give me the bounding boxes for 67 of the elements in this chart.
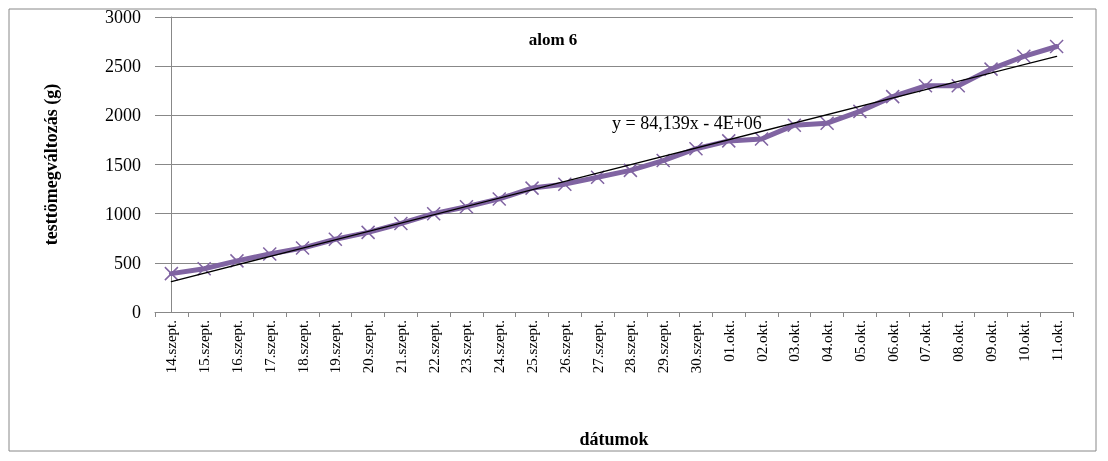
point	[459, 199, 474, 215]
annotation: y = 84,139x - 4E+06	[612, 113, 762, 133]
x-tick-label: 08.okt.	[950, 320, 967, 362]
y-axis-title: testtömegváltozás (g)	[41, 83, 62, 246]
point	[754, 131, 769, 147]
x-tick-label: 16.szept.	[228, 320, 245, 374]
point	[328, 231, 343, 247]
x-tick-label: 25.szept.	[524, 320, 541, 374]
point	[295, 240, 310, 256]
y-tick-label: 0	[132, 302, 141, 322]
x-tick-label: 06.okt.	[884, 320, 901, 362]
x-tick-label: 27.szept.	[589, 320, 606, 374]
x-tick-label: 22.szept.	[425, 320, 442, 374]
point	[164, 266, 179, 281]
x-tick-label: 21.szept.	[392, 320, 409, 374]
point	[262, 246, 277, 262]
y-tick-label: 2500	[105, 56, 141, 77]
x-tick-label: 28.szept.	[622, 320, 639, 374]
point	[557, 176, 573, 192]
point	[852, 104, 868, 119]
x-tick-label: 05.okt.	[851, 320, 868, 362]
point	[688, 141, 704, 157]
point	[1049, 39, 1064, 54]
point	[426, 206, 441, 221]
x-axis-title: dátumok	[579, 429, 649, 449]
point	[229, 253, 245, 269]
point	[885, 89, 900, 104]
point	[1016, 49, 1032, 64]
point	[787, 117, 802, 133]
y-tick-label: 500	[114, 252, 141, 273]
x-tick-label: 15.szept.	[196, 320, 213, 374]
x-tick-label: 19.szept.	[327, 320, 344, 374]
point	[918, 78, 933, 94]
point	[196, 261, 212, 276]
y-tick-label: 1000	[105, 203, 141, 224]
x-tick-label: 17.szept.	[261, 320, 278, 374]
y-tick-label: 2000	[105, 105, 141, 126]
point	[393, 216, 409, 231]
text: alom 6	[528, 30, 578, 49]
point	[655, 153, 671, 168]
x-tick-label: 11.okt.	[1048, 320, 1065, 362]
y-tick-label: 3000	[105, 7, 141, 27]
point	[983, 61, 999, 77]
x-tick-label: 20.szept.	[360, 320, 377, 374]
x-tick-label: 07.okt.	[917, 320, 934, 362]
x-tick-label: 09.okt.	[983, 320, 1000, 362]
point	[951, 78, 966, 94]
point	[590, 170, 605, 185]
point	[492, 191, 507, 207]
x-tick-label: 03.okt.	[786, 320, 803, 362]
point	[819, 115, 835, 131]
point	[623, 163, 638, 178]
x-tick-label: 14.szept.	[163, 320, 180, 374]
x-tick-label: 29.szept.	[655, 320, 672, 374]
point	[360, 225, 376, 240]
x-tick-label: 26.szept.	[556, 320, 573, 374]
x-tick-label: 23.szept.	[458, 320, 475, 374]
x-tick-label: 04.okt.	[819, 320, 836, 362]
point	[524, 180, 540, 196]
x-tick-label: 10.okt.	[1015, 320, 1032, 362]
x-tick-label: 18.szept.	[294, 320, 311, 374]
x-tick-label: 01.okt.	[720, 320, 737, 362]
x-tick-label: 24.szept.	[491, 320, 508, 374]
point	[721, 133, 736, 149]
x-tick-label: 30.szept.	[687, 320, 704, 374]
x-tick-label: 02.okt.	[753, 320, 770, 362]
y-tick-label: 1500	[105, 154, 141, 175]
